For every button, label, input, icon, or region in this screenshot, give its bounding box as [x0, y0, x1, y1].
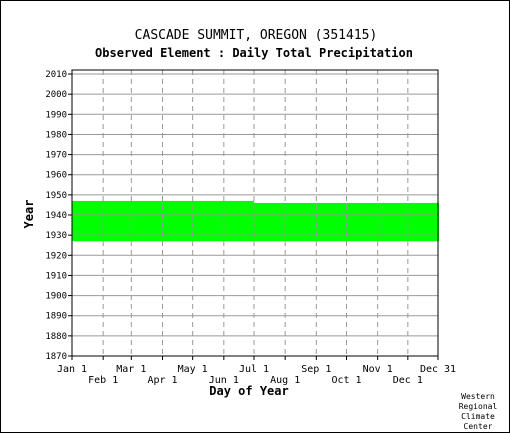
x-tick-label: Feb 1 [88, 375, 118, 386]
credit-line: Climate [461, 412, 495, 421]
plot-border [71, 69, 439, 357]
y-tick-label: 1990 [45, 110, 67, 120]
x-tick-label: Jan 1 [57, 364, 87, 375]
y-axis-label: Year [22, 200, 36, 229]
x-tick-label: Mar 1 [116, 364, 146, 375]
y-tick-label: 2010 [45, 70, 67, 80]
chart-title: CASCADE SUMMIT, OREGON (351415) [135, 28, 378, 43]
credit-line: Western [461, 392, 495, 401]
y-tick-label: 1900 [45, 292, 67, 302]
x-tick-label: Jul 1 [239, 364, 269, 375]
y-tick-label: 1910 [45, 271, 67, 281]
x-tick-label: Aug 1 [270, 375, 300, 386]
x-tick-label: Oct 1 [331, 375, 361, 386]
plot-area: 1870 1880 1890 1900 1910 1920 1930 1940 1950 1960… [45, 69, 456, 386]
y-tick-label: 1870 [45, 352, 67, 362]
x-tick-label: Nov 1 [363, 364, 393, 375]
credit-line: Regional [459, 402, 498, 411]
y-tick-label: 1980 [45, 130, 67, 140]
y-tick-label: 1920 [45, 251, 67, 261]
credit-block: Western Regional Climate Center [459, 392, 498, 431]
x-tick-label: Dec 31 [420, 364, 456, 375]
y-tick-label: 1960 [45, 171, 67, 181]
x-tick-label: Dec 1 [393, 375, 423, 386]
credit-line: Center [464, 422, 493, 431]
y-tick-label: 2000 [45, 90, 67, 100]
y-tick-label: 1890 [45, 312, 67, 322]
x-tick-label: Jun 1 [209, 375, 239, 386]
x-tick-label: Apr 1 [147, 375, 177, 386]
y-tick-label: 1930 [45, 231, 67, 241]
chart-subtitle: Observed Element : Daily Total Precipita… [95, 46, 413, 60]
x-tick-label: Sep 1 [301, 364, 331, 375]
y-tick-label: 1880 [45, 332, 67, 342]
y-tick-label: 1940 [45, 211, 67, 221]
x-axis-label: Day of Year [209, 384, 288, 398]
x-tick-label: May 1 [178, 364, 208, 375]
y-tick-label: 1950 [45, 191, 67, 201]
y-tick-label: 1970 [45, 151, 67, 161]
